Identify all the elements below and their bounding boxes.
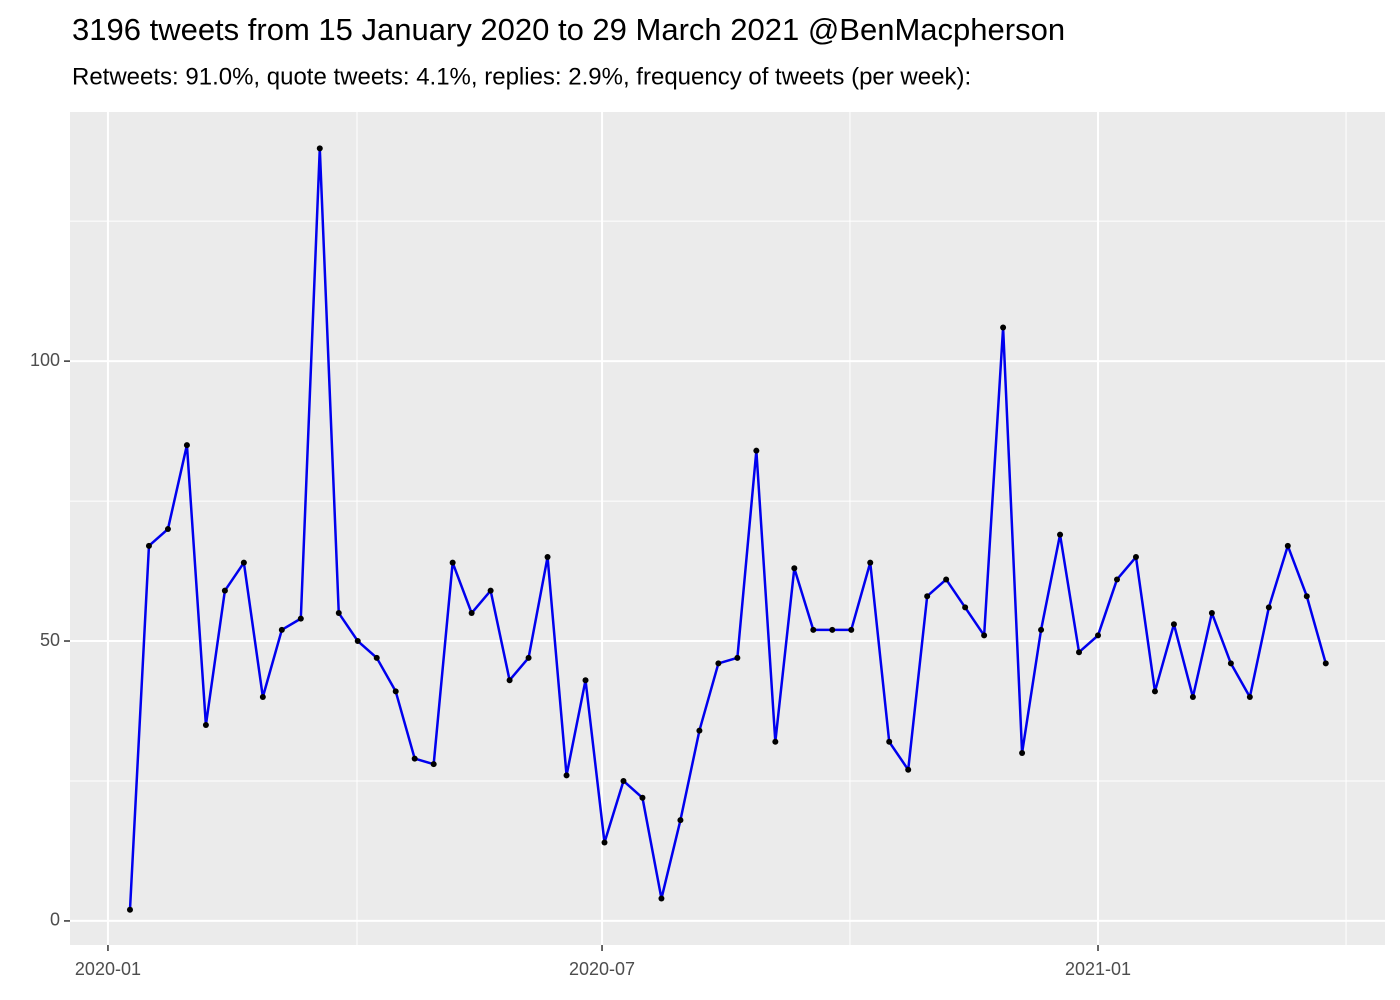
data-point	[1019, 749, 1026, 756]
data-point	[468, 610, 475, 617]
data-point	[810, 626, 817, 633]
data-point	[1208, 610, 1215, 617]
data-point	[563, 772, 570, 779]
data-point	[582, 677, 589, 684]
data-point	[183, 442, 190, 449]
data-point	[278, 626, 285, 633]
chart-subtitle: Retweets: 91.0%, quote tweets: 4.1%, rep…	[72, 63, 971, 90]
x-tick-label: 2020-01	[75, 959, 141, 979]
data-point	[164, 526, 171, 533]
y-tick-label: 50	[40, 630, 60, 650]
data-point	[981, 632, 988, 639]
y-tick-label: 0	[50, 910, 60, 930]
data-point	[1170, 621, 1177, 628]
data-point	[867, 559, 874, 566]
data-point	[411, 755, 418, 762]
data-point	[829, 626, 836, 633]
data-point	[1113, 576, 1120, 583]
data-point	[791, 565, 798, 572]
data-point	[753, 447, 760, 454]
data-point	[373, 654, 380, 661]
data-point	[354, 638, 361, 645]
data-point	[943, 576, 950, 583]
data-point	[658, 895, 665, 902]
data-point	[886, 738, 893, 745]
data-point	[772, 738, 779, 745]
chart-title: 3196 tweets from 15 January 2020 to 29 M…	[72, 12, 1065, 47]
data-point	[1265, 604, 1272, 611]
data-point	[316, 145, 323, 152]
data-point	[601, 839, 608, 846]
data-point	[1095, 632, 1102, 639]
data-point	[1132, 554, 1139, 561]
data-point	[126, 906, 133, 913]
data-point	[677, 817, 684, 824]
data-point	[1227, 660, 1234, 667]
data-point	[1246, 694, 1253, 701]
y-tick-label: 100	[30, 350, 60, 370]
data-point	[430, 761, 437, 768]
data-point	[1322, 660, 1329, 667]
data-point	[1284, 542, 1291, 549]
data-point	[221, 587, 228, 594]
data-point	[525, 654, 532, 661]
data-point	[145, 542, 152, 549]
plot-panel	[70, 112, 1385, 945]
data-point	[1057, 531, 1064, 538]
data-point	[1151, 688, 1158, 695]
data-point	[1189, 694, 1196, 701]
data-point	[544, 554, 551, 561]
data-point	[202, 721, 209, 728]
data-point	[297, 615, 304, 622]
data-point	[506, 677, 513, 684]
data-point	[392, 688, 399, 695]
data-point	[696, 727, 703, 734]
data-point	[240, 559, 247, 566]
data-point	[924, 593, 931, 600]
data-point	[715, 660, 722, 667]
data-point	[734, 654, 741, 661]
data-point	[620, 777, 627, 784]
data-point	[335, 610, 342, 617]
x-tick-label: 2021-01	[1065, 959, 1131, 979]
data-point	[449, 559, 456, 566]
data-point	[639, 794, 646, 801]
data-point	[1038, 626, 1045, 633]
data-point	[1000, 324, 1007, 331]
data-point	[259, 694, 266, 701]
data-point	[1303, 593, 1310, 600]
data-point	[905, 766, 912, 773]
data-point	[962, 604, 969, 611]
data-line	[128, 147, 1327, 910]
x-tick-label: 2020-07	[569, 959, 635, 979]
data-point	[487, 587, 494, 594]
data-point	[848, 626, 855, 633]
data-point	[1076, 649, 1083, 656]
